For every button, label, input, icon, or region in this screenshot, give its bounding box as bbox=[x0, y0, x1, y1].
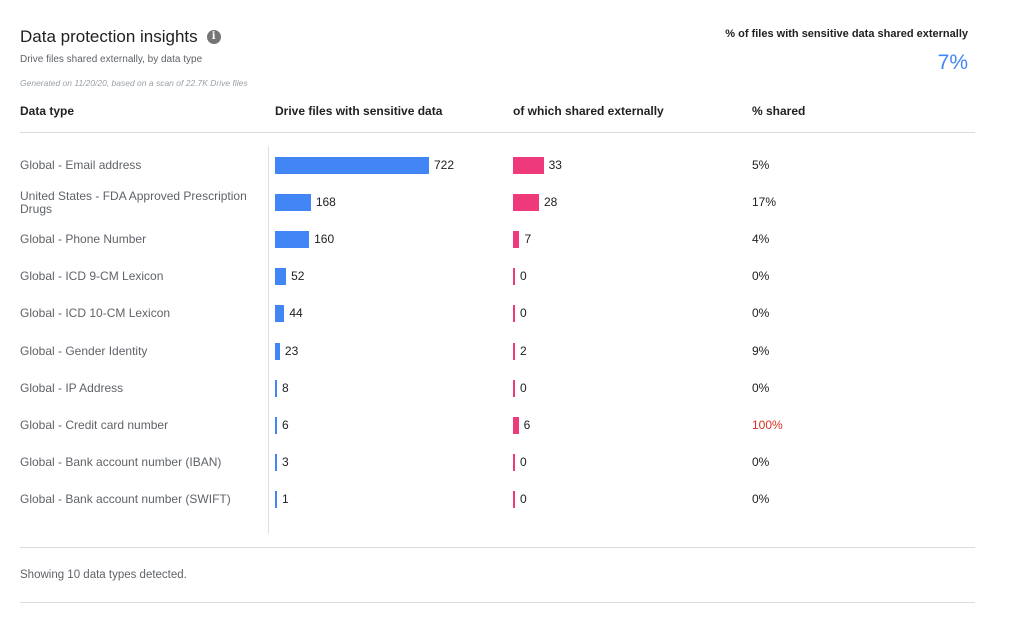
percent-shared: 0% bbox=[752, 455, 770, 469]
files-value: 23 bbox=[284, 344, 299, 358]
files-bar[interactable] bbox=[275, 305, 285, 322]
chart-axis-divider bbox=[268, 146, 269, 534]
shared-bar[interactable] bbox=[513, 454, 515, 471]
footer-divider-top bbox=[20, 547, 975, 548]
row-label: Global - IP Address bbox=[20, 374, 260, 403]
row-label-text: Global - IP Address bbox=[20, 381, 124, 395]
row-label-text: Global - Bank account number (IBAN) bbox=[20, 455, 222, 469]
row-label: United States - FDA Approved Prescriptio… bbox=[20, 188, 260, 217]
row-label: Global - Bank account number (IBAN) bbox=[20, 448, 260, 477]
files-bar[interactable] bbox=[275, 454, 277, 471]
files-value: 8 bbox=[282, 381, 289, 395]
shared-bar[interactable] bbox=[513, 231, 520, 248]
percent-shared: 0% bbox=[752, 492, 770, 506]
files-bar[interactable] bbox=[275, 380, 277, 397]
column-header-data-type: Data type bbox=[20, 104, 75, 118]
row-label: Global - ICD 9-CM Lexicon bbox=[20, 262, 260, 291]
shared-value: 6 bbox=[523, 418, 531, 432]
card-title: Data protection insights i bbox=[20, 27, 221, 47]
shared-bar[interactable] bbox=[513, 268, 515, 285]
row-label-text: Global - Email address bbox=[20, 158, 142, 172]
files-bar[interactable] bbox=[275, 417, 277, 434]
kpi-value: 7% bbox=[937, 51, 968, 74]
shared-value: 0 bbox=[520, 269, 527, 283]
column-header-shared: of which shared externally bbox=[513, 104, 664, 118]
files-value: 160 bbox=[314, 232, 335, 246]
row-label: Global - Credit card number bbox=[20, 411, 260, 440]
files-value: 52 bbox=[291, 269, 305, 283]
row-label: Global - ICD 10-CM Lexicon bbox=[20, 299, 260, 328]
percent-shared: 4% bbox=[752, 232, 770, 246]
files-bar[interactable] bbox=[275, 268, 287, 285]
files-bar[interactable] bbox=[275, 231, 310, 248]
row-label-text: Global - Credit card number bbox=[20, 418, 169, 432]
shared-value: 0 bbox=[520, 381, 527, 395]
files-bar[interactable] bbox=[275, 491, 277, 508]
row-label: Global - Gender Identity bbox=[20, 337, 260, 366]
shared-value: 7 bbox=[524, 232, 532, 246]
header-divider bbox=[20, 132, 975, 133]
card-subtitle: Drive files shared externally, by data t… bbox=[20, 54, 203, 65]
shared-value: 33 bbox=[548, 158, 562, 172]
row-label: Global - Phone Number bbox=[20, 225, 260, 254]
files-bar[interactable] bbox=[275, 343, 280, 360]
shared-bar[interactable] bbox=[513, 380, 515, 397]
info-icon[interactable]: i bbox=[206, 30, 221, 44]
footer-divider-bottom bbox=[20, 602, 975, 603]
row-label-text: Global - Bank account number (SWIFT) bbox=[20, 492, 231, 506]
files-value: 6 bbox=[282, 418, 289, 432]
files-value: 3 bbox=[282, 455, 289, 469]
shared-bar[interactable] bbox=[513, 305, 515, 322]
percent-shared: 5% bbox=[752, 158, 770, 172]
kpi-label: % of files with sensitive data shared ex… bbox=[725, 28, 968, 40]
row-label-text: Global - ICD 9-CM Lexicon bbox=[20, 269, 164, 283]
files-value: 1 bbox=[282, 492, 289, 506]
percent-shared: 100% bbox=[752, 418, 783, 432]
percent-shared: 0% bbox=[752, 381, 770, 395]
shared-value: 28 bbox=[543, 195, 558, 209]
shared-value: 0 bbox=[520, 455, 527, 469]
shared-bar[interactable] bbox=[513, 343, 515, 360]
files-value: 722 bbox=[434, 158, 455, 172]
percent-shared: 0% bbox=[752, 306, 770, 320]
shared-bar[interactable] bbox=[513, 491, 515, 508]
shared-value: 2 bbox=[520, 344, 527, 358]
footer-summary: Showing 10 data types detected. bbox=[20, 569, 187, 581]
row-label-text: Global - ICD 10-CM Lexicon bbox=[20, 306, 171, 320]
row-label-text: Global - Gender Identity bbox=[20, 344, 148, 358]
card-title-text: Data protection insights bbox=[20, 27, 198, 46]
percent-shared: 0% bbox=[752, 269, 770, 283]
files-value: 168 bbox=[315, 195, 336, 209]
shared-bar[interactable] bbox=[513, 417, 519, 434]
percent-shared: 17% bbox=[752, 195, 777, 209]
percent-shared: 9% bbox=[752, 344, 770, 358]
files-bar[interactable] bbox=[275, 157, 429, 174]
shared-bar[interactable] bbox=[513, 157, 544, 174]
row-label-text: United States - FDA Approved Prescriptio… bbox=[20, 188, 247, 216]
row-label: Global - Bank account number (SWIFT) bbox=[20, 485, 260, 514]
row-label: Global - Email address bbox=[20, 151, 260, 180]
files-bar[interactable] bbox=[275, 194, 311, 211]
shared-value: 0 bbox=[520, 492, 527, 506]
shared-value: 0 bbox=[520, 306, 527, 320]
column-header-percent: % shared bbox=[752, 104, 806, 118]
row-label-text: Global - Phone Number bbox=[20, 232, 147, 246]
column-header-files: Drive files with sensitive data bbox=[275, 104, 443, 118]
generated-note: Generated on 11/20/20, based on a scan o… bbox=[20, 78, 248, 88]
shared-bar[interactable] bbox=[513, 194, 539, 211]
files-value: 44 bbox=[289, 306, 303, 320]
